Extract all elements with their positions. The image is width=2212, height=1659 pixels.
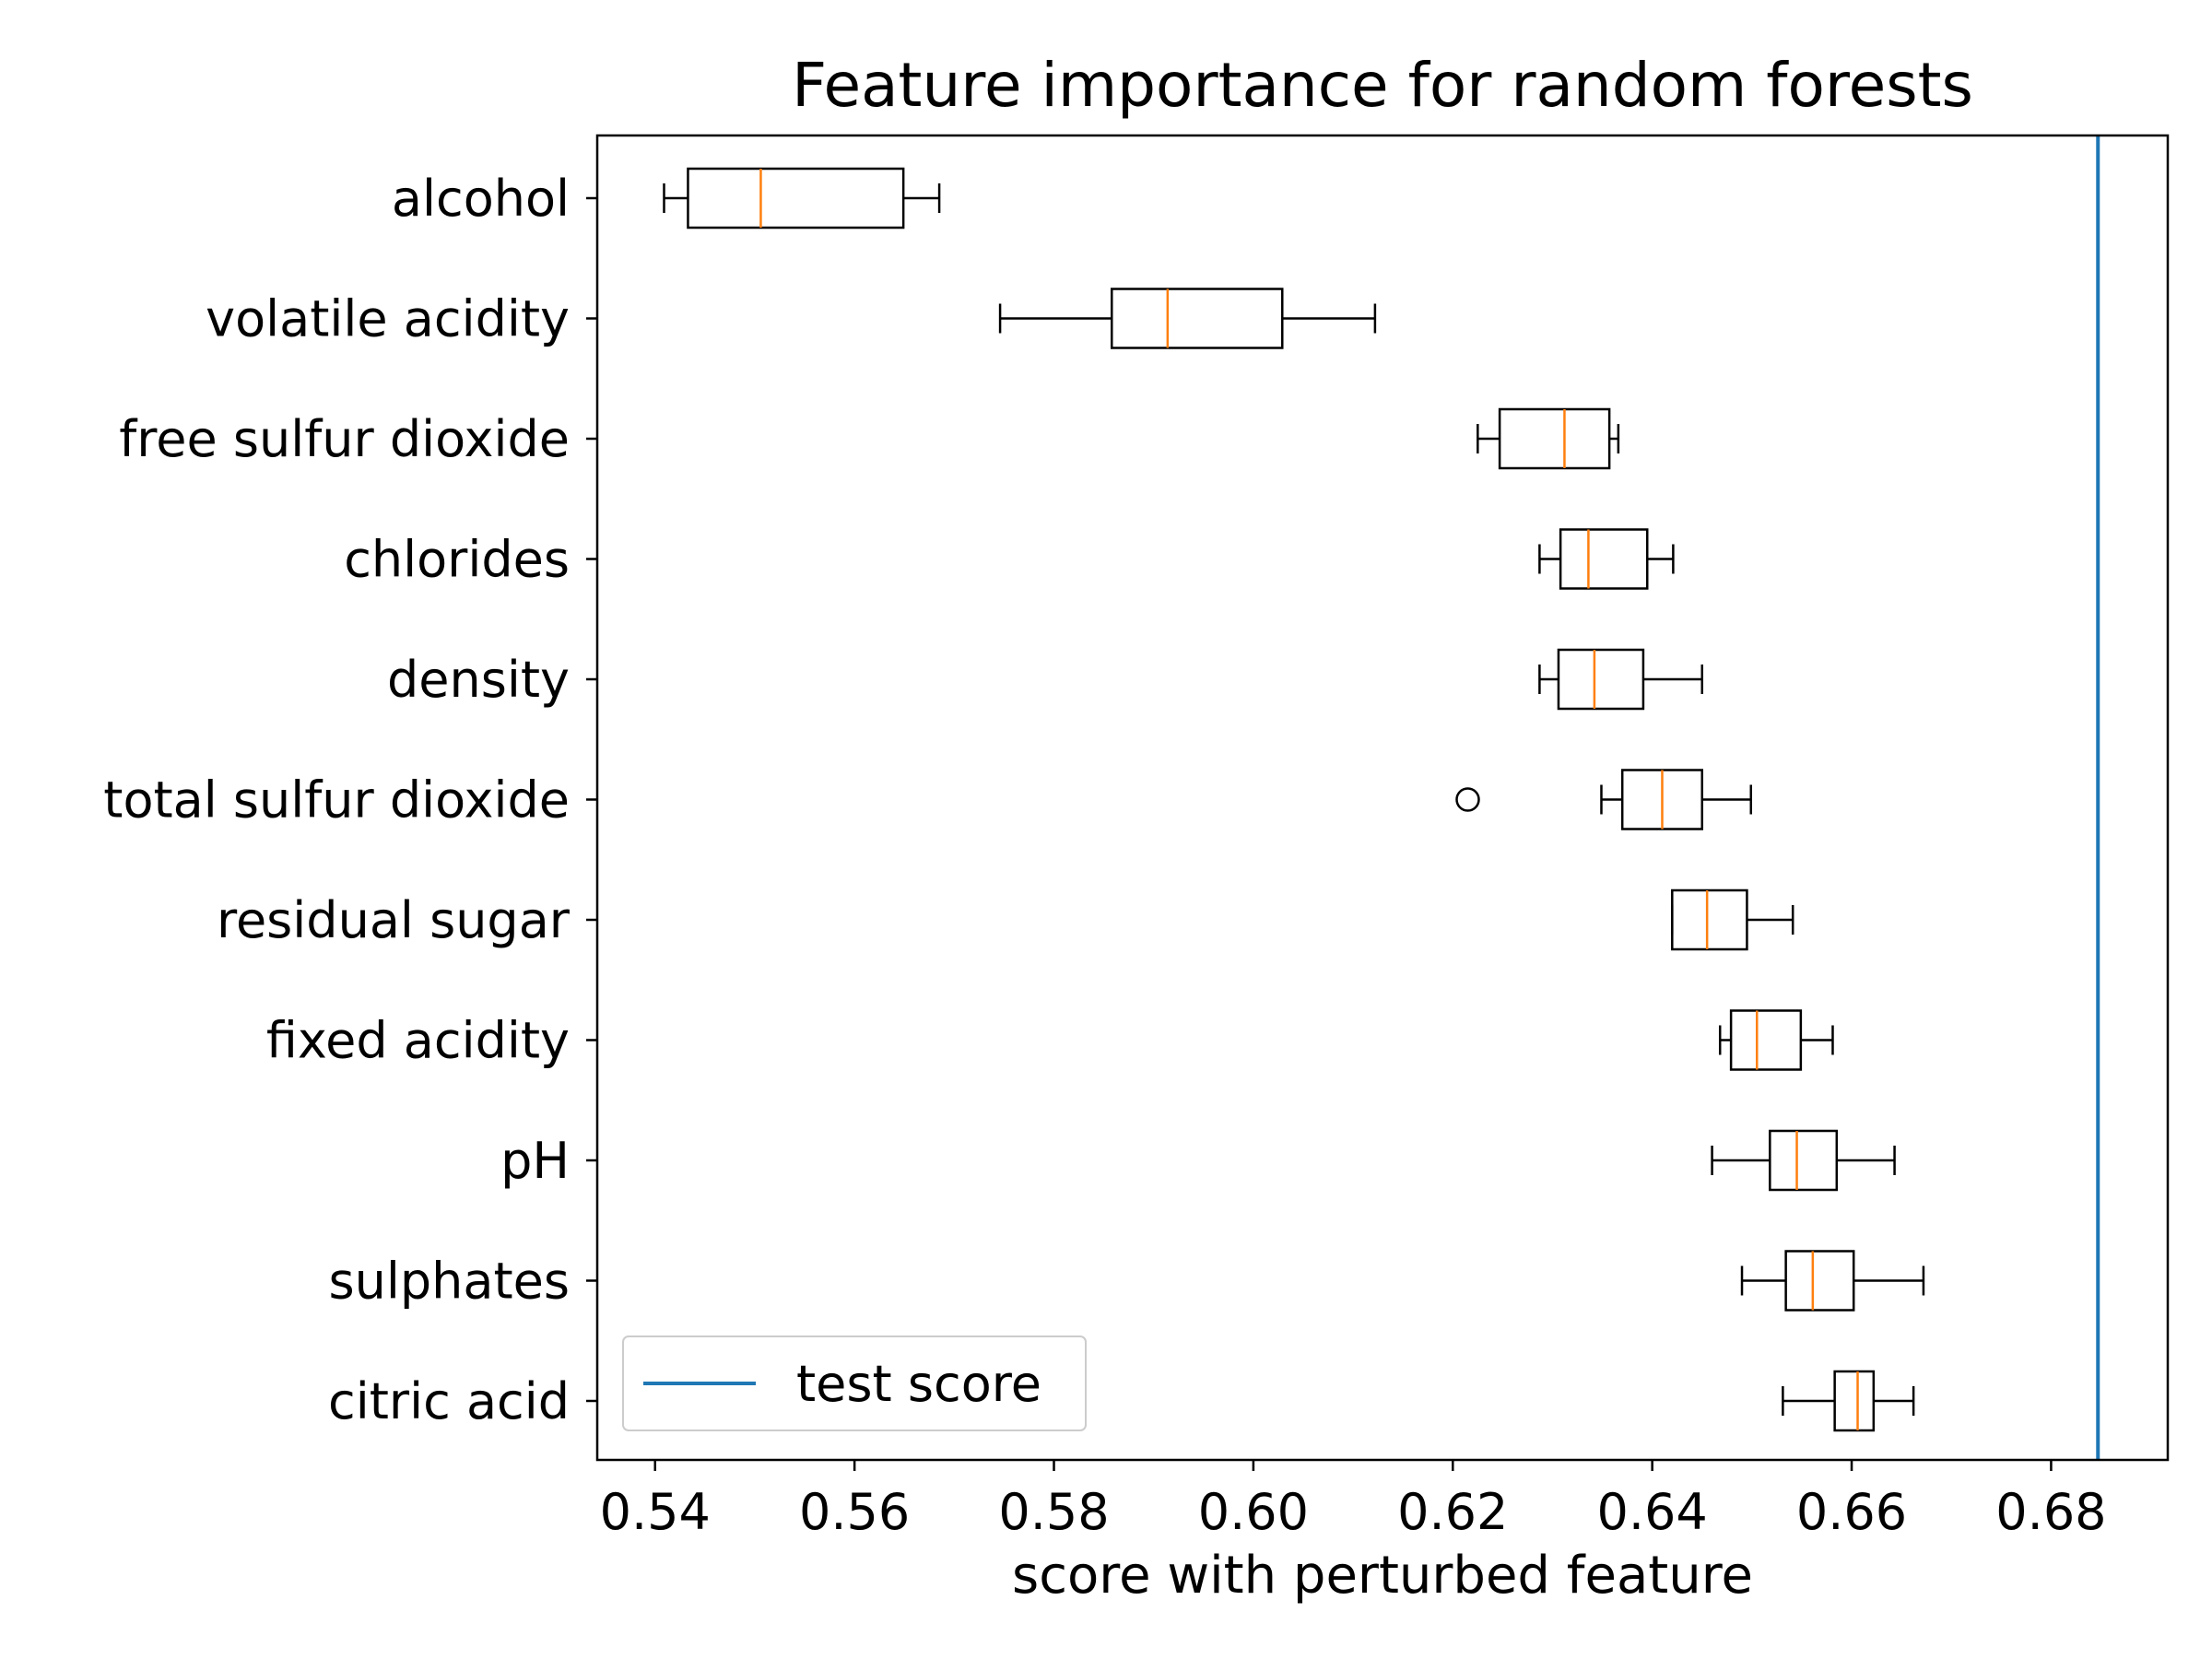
box-residual-sugar: residual sugar <box>217 888 1794 951</box>
iqr-box <box>687 167 905 229</box>
legend-frame <box>622 1335 1087 1431</box>
legend-label-test-score: test score <box>796 1355 1041 1413</box>
box-fixed-acidity: fixed acidity <box>266 1009 1834 1071</box>
x-tick-label: 0.68 <box>1995 1483 2106 1541</box>
iqr-box <box>1671 888 1748 951</box>
axes-frame <box>595 134 2170 1462</box>
x-tick-label: 0.58 <box>998 1483 1109 1541</box>
box-alcohol: alcohol <box>392 167 941 229</box>
y-tick-label: total sulfur dioxide <box>103 771 570 830</box>
y-tick-label: residual sugar <box>217 891 571 949</box>
box-volatile-acidity: volatile acidity <box>206 288 1377 349</box>
y-tick-label: sulphates <box>329 1253 570 1311</box>
plot-area: 0.54 0.56 0.58 0.60 0.62 0.64 0.66 0.68 alcohol v… <box>103 135 2107 1541</box>
iqr-box <box>1769 1129 1839 1192</box>
iqr-box <box>1729 1009 1803 1071</box>
y-tick-label: free sulfur dioxide <box>119 410 570 468</box>
y-tick-label: density <box>387 651 570 709</box>
box-pH: pH <box>500 1129 1896 1192</box>
x-tick-label: 0.54 <box>600 1483 711 1541</box>
box-citric-acid: citric acid <box>328 1370 1915 1432</box>
iqr-box <box>1557 648 1645 711</box>
iqr-box <box>1833 1370 1876 1432</box>
x-tick-label: 0.60 <box>1198 1483 1309 1541</box>
box-total-sulfur-dioxide: total sulfur dioxide <box>103 769 1753 830</box>
chart-title: Feature importance for random forests <box>792 50 1973 121</box>
iqr-box <box>1559 528 1649 590</box>
legend: test score <box>622 1335 1087 1431</box>
box-density: density <box>387 648 1704 711</box>
x-tick-label: 0.56 <box>799 1483 910 1541</box>
y-tick-label: alcohol <box>392 170 570 228</box>
box-sulphates: sulphates <box>329 1250 1925 1312</box>
iqr-box <box>1111 288 1284 349</box>
outlier-point <box>1455 787 1480 812</box>
y-tick-label: volatile acidity <box>206 290 570 348</box>
box-chlorides: chlorides <box>344 528 1675 590</box>
iqr-box <box>1784 1250 1855 1312</box>
iqr-box <box>1498 407 1611 470</box>
y-tick-label: chlorides <box>344 531 570 589</box>
x-tick-label: 0.62 <box>1397 1483 1508 1541</box>
y-tick-label: fixed acidity <box>266 1012 570 1070</box>
x-tick-label: 0.66 <box>1796 1483 1907 1541</box>
y-tick-label: pH <box>500 1132 570 1190</box>
box-free-sulfur-dioxide: free sulfur dioxide <box>119 407 1620 470</box>
y-tick-label: citric acid <box>328 1372 570 1430</box>
x-axis-label: score with perturbed feature <box>1012 1546 1753 1606</box>
x-tick-label: 0.64 <box>1597 1483 1708 1541</box>
